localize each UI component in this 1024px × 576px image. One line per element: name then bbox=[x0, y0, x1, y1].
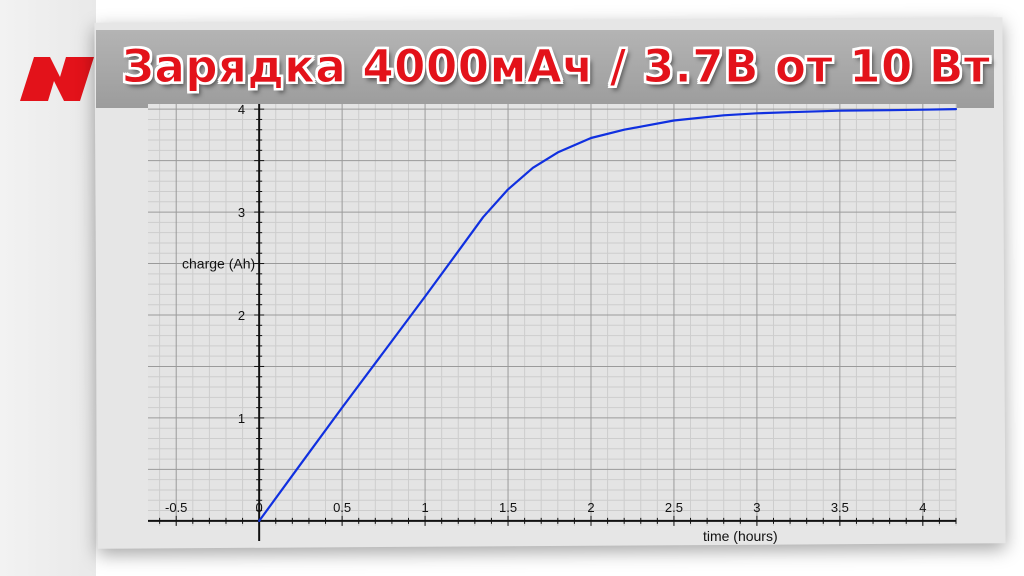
x-tick-label: 0.5 bbox=[333, 500, 351, 515]
title-banner bbox=[96, 30, 994, 108]
x-tick-label: 0 bbox=[256, 500, 263, 515]
y-axis-label: charge (Ah) bbox=[182, 256, 255, 272]
y-tick-label: 1 bbox=[238, 411, 245, 426]
series-line-0 bbox=[258, 107, 958, 523]
x-tick-label: 2 bbox=[587, 500, 594, 515]
y-tick-label: 3 bbox=[238, 205, 245, 220]
n-logo-icon bbox=[20, 57, 94, 101]
x-tick-label: 1.5 bbox=[499, 500, 517, 515]
x-tick-label: 3.5 bbox=[831, 500, 849, 515]
y-tick-label: 2 bbox=[238, 308, 245, 323]
x-tick-label: -0.5 bbox=[165, 500, 187, 515]
x-tick-label: 1 bbox=[421, 500, 428, 515]
x-tick-label: 4 bbox=[919, 500, 926, 515]
x-tick-label: 2.5 bbox=[665, 500, 683, 515]
page-title: Зарядка 4000мАч / 3.7В от 10 Вт bbox=[121, 40, 991, 94]
x-tick-label: 3 bbox=[753, 500, 760, 515]
x-axis-label: time (hours) bbox=[703, 528, 778, 544]
y-tick-label: 4 bbox=[238, 102, 245, 117]
